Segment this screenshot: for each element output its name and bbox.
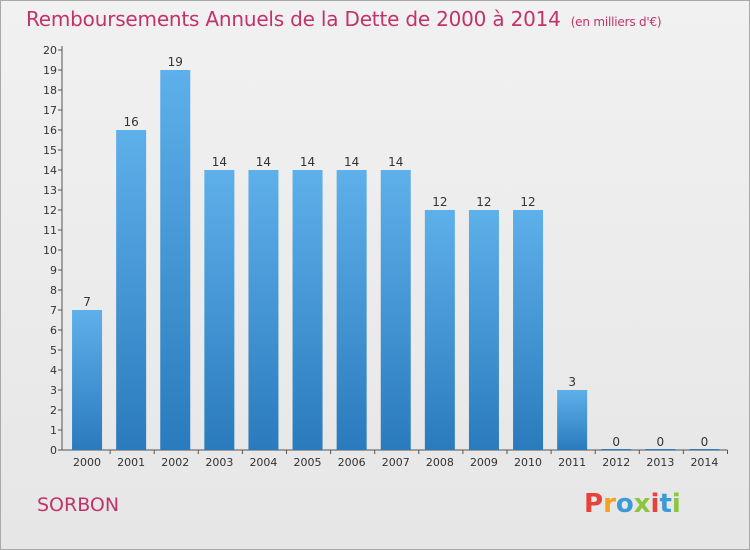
- y-tick-label: 15: [43, 144, 57, 157]
- y-tick-label: 12: [43, 204, 57, 217]
- bar: [468, 210, 499, 450]
- bar: [292, 170, 323, 450]
- bar: [248, 170, 279, 450]
- bar-value-label: 14: [256, 155, 271, 169]
- bar: [204, 170, 235, 450]
- bar-value-label: 19: [168, 55, 183, 69]
- x-tick-label: 2009: [470, 456, 498, 469]
- x-tick-label: 2000: [73, 456, 101, 469]
- bar-value-label: 12: [520, 195, 535, 209]
- bar-value-label: 14: [300, 155, 315, 169]
- bar-value-label: 14: [388, 155, 403, 169]
- chart-bars: [72, 70, 720, 450]
- y-tick-label: 13: [43, 184, 57, 197]
- x-tick-label: 2014: [690, 456, 718, 469]
- bar: [424, 210, 455, 450]
- bar: [380, 170, 411, 450]
- bar: [116, 130, 147, 450]
- chart-title: Remboursements Annuels de la Dette de 20…: [26, 7, 662, 31]
- y-tick-label: 17: [43, 104, 57, 117]
- y-tick-label: 0: [50, 444, 57, 457]
- bar: [557, 390, 588, 450]
- bar: [513, 210, 544, 450]
- x-tick-label: 2004: [249, 456, 277, 469]
- y-tick-label: 18: [43, 84, 57, 97]
- logo-letter: t: [659, 489, 672, 519]
- y-tick-label: 1: [50, 424, 57, 437]
- bar-value-label: 12: [432, 195, 447, 209]
- chart-unit: (en milliers d'€): [570, 15, 662, 29]
- bar-value-label: 7: [83, 295, 91, 309]
- y-tick-label: 9: [50, 264, 57, 277]
- logo-letter: r: [603, 489, 616, 519]
- bar: [336, 170, 367, 450]
- commune-name: SORBON: [37, 494, 120, 516]
- y-tick-label: 6: [50, 324, 57, 337]
- bar-value-label: 3: [568, 375, 576, 389]
- chart-labels: 7 2000 16 2001 19 2002 14 2003 14 2004 14 2005 14 200…: [73, 55, 718, 469]
- logo-letter: P: [584, 489, 604, 519]
- y-tick-label: 16: [43, 124, 57, 137]
- x-tick-label: 2006: [338, 456, 366, 469]
- x-tick-label: 2011: [558, 456, 586, 469]
- bar: [72, 310, 103, 450]
- x-tick-label: 2002: [161, 456, 189, 469]
- logo-letter: x: [633, 489, 651, 519]
- bar-value-label: 0: [612, 435, 620, 449]
- y-tick-label: 20: [43, 44, 57, 57]
- bar-value-label: 0: [701, 435, 709, 449]
- bar-value-label: 14: [344, 155, 359, 169]
- y-tick-label: 10: [43, 244, 57, 257]
- y-tick-label: 14: [43, 164, 57, 177]
- x-tick-label: 2008: [426, 456, 454, 469]
- y-tick-label: 2: [50, 404, 57, 417]
- x-tick-label: 2001: [117, 456, 145, 469]
- y-tick-label: 11: [43, 224, 57, 237]
- x-tick-label: 2013: [646, 456, 674, 469]
- x-tick-label: 2003: [205, 456, 233, 469]
- bar-value-label: 12: [476, 195, 491, 209]
- logo-letter: i: [671, 489, 681, 519]
- x-tick-label: 2007: [382, 456, 410, 469]
- logo-letter: i: [650, 489, 660, 519]
- y-tick-label: 7: [50, 304, 57, 317]
- x-tick-label: 2012: [602, 456, 630, 469]
- bar: [160, 70, 191, 450]
- bar-value-label: 16: [124, 115, 139, 129]
- logo-letter: o: [615, 489, 634, 519]
- proxiti-logo: Proxiti: [584, 489, 681, 519]
- bar-value-label: 14: [212, 155, 227, 169]
- bar-value-label: 0: [657, 435, 665, 449]
- y-tick-label: 8: [50, 284, 57, 297]
- y-tick-label: 19: [43, 64, 57, 77]
- y-tick-label: 4: [50, 364, 57, 377]
- chart-title-text: Remboursements Annuels de la Dette de 20…: [26, 7, 561, 31]
- x-tick-label: 2010: [514, 456, 542, 469]
- x-tick-label: 2005: [294, 456, 322, 469]
- y-tick-label: 3: [50, 384, 57, 397]
- y-tick-label: 5: [50, 344, 57, 357]
